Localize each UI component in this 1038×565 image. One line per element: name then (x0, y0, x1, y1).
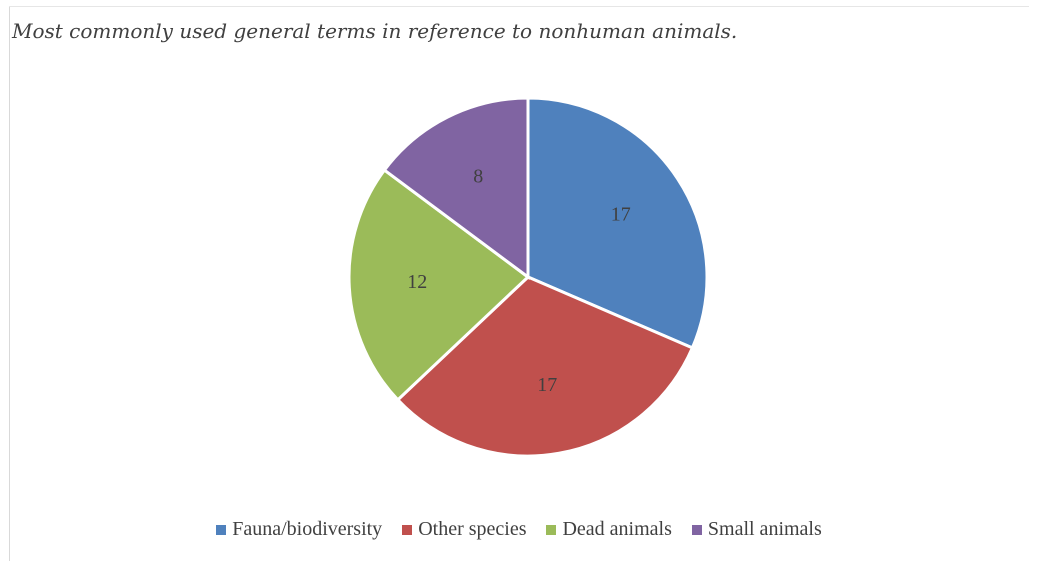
legend-swatch (402, 524, 413, 535)
frame-border-top (9, 6, 1029, 7)
legend-label: Dead animals (562, 518, 672, 540)
legend-swatch (216, 524, 227, 535)
legend-label: Small animals (707, 518, 822, 540)
pie-slices (347, 96, 709, 458)
legend-item-fauna-biodiversity: Fauna/biodiversity (216, 518, 382, 541)
pie-slice-other-species (395, 275, 695, 458)
chart-title: Most commonly used general terms in refe… (12, 19, 738, 43)
data-label-small-animals: 8 (473, 165, 483, 187)
legend-label: Fauna/biodiversity (232, 518, 383, 540)
legend-label: Other species (418, 518, 527, 540)
legend-item-small-animals: Small animals (691, 518, 822, 541)
chart-legend: Fauna/biodiversity Other species Dead anim… (0, 518, 1038, 541)
frame-border-left (9, 6, 10, 561)
data-label-dead-animals: 12 (407, 271, 427, 293)
pie-labels: 17 17 12 8 (407, 165, 631, 395)
legend-item-other-species: Other species (402, 518, 526, 541)
data-label-fauna-biodiversity: 17 (611, 204, 631, 226)
legend-swatch (546, 524, 557, 535)
pie-slice-dead-animals (347, 168, 531, 402)
legend-item-dead-animals: Dead animals (546, 518, 672, 541)
pie-slice-small-animals (382, 96, 530, 280)
legend-swatch (691, 524, 702, 535)
pie-slice-fauna-biodiversity (526, 96, 709, 350)
data-label-other-species: 17 (537, 374, 557, 396)
